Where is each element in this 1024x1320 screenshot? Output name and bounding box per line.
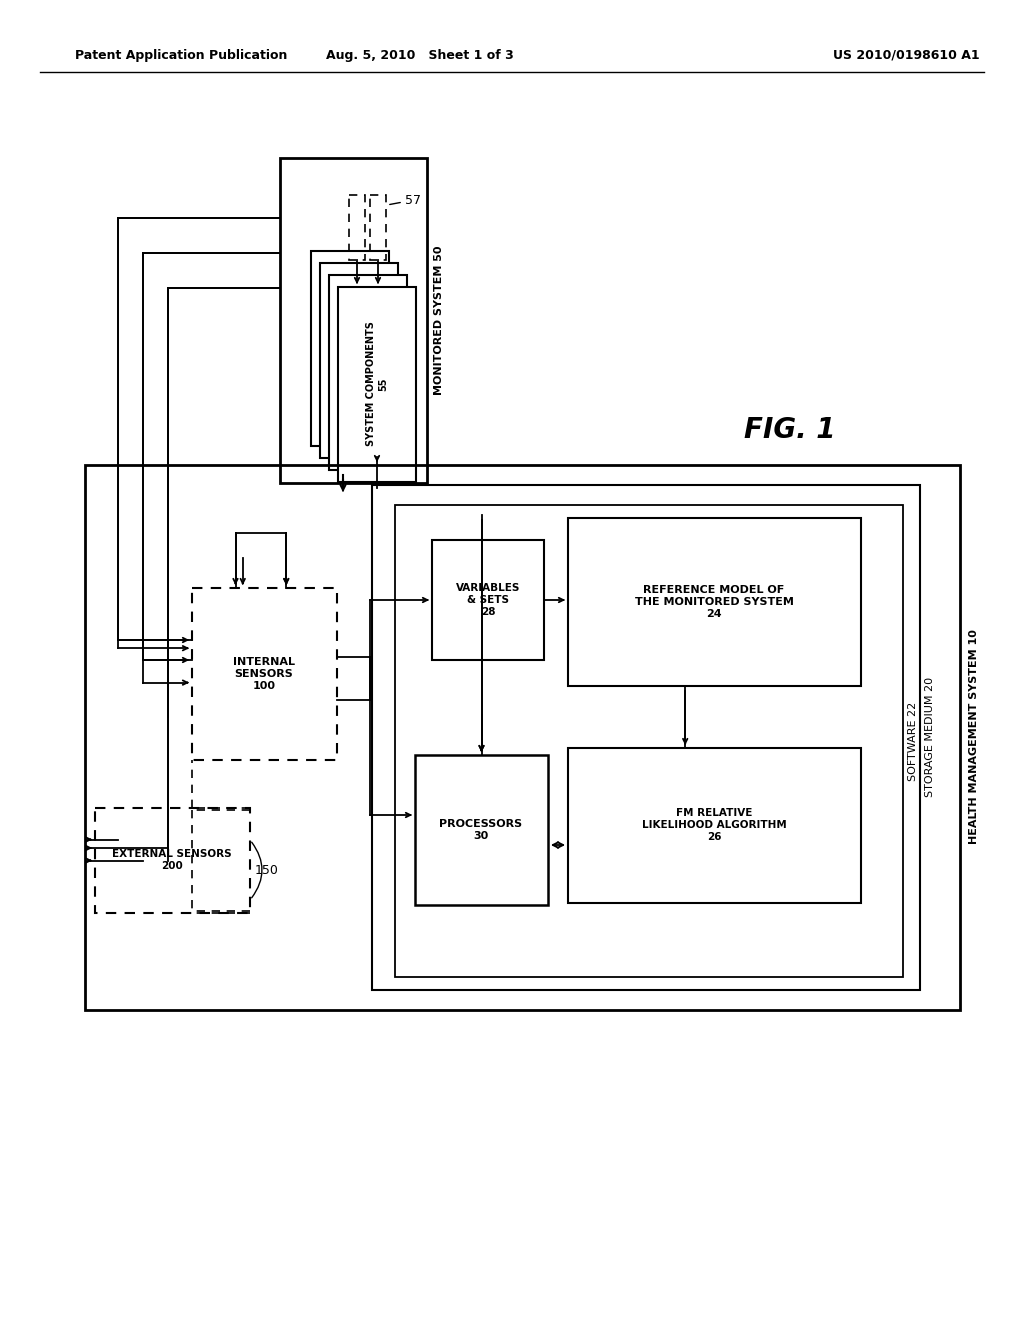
- Bar: [193, 587, 337, 760]
- Bar: [372, 484, 920, 990]
- Text: SOFTWARE 22: SOFTWARE 22: [908, 701, 918, 780]
- Text: PROCESSORS
30: PROCESSORS 30: [439, 820, 522, 841]
- Bar: [338, 286, 416, 482]
- Bar: [568, 748, 861, 903]
- Bar: [329, 275, 407, 470]
- Text: 57: 57: [406, 194, 421, 206]
- Text: INTERNAL
SENSORS
100: INTERNAL SENSORS 100: [233, 657, 295, 690]
- Text: MONITORED SYSTEM 50: MONITORED SYSTEM 50: [434, 246, 444, 395]
- Text: US 2010/0198610 A1: US 2010/0198610 A1: [834, 49, 980, 62]
- Text: 150: 150: [255, 863, 279, 876]
- Bar: [85, 465, 961, 1010]
- Text: FM RELATIVE
LIKELIHOOD ALGORITHM
26: FM RELATIVE LIKELIHOOD ALGORITHM 26: [642, 808, 786, 842]
- Text: VARIABLES
& SETS
28: VARIABLES & SETS 28: [456, 583, 520, 616]
- Text: EXTERNAL SENSORS
200: EXTERNAL SENSORS 200: [113, 849, 231, 871]
- Bar: [319, 263, 398, 458]
- Bar: [415, 755, 548, 906]
- Text: HEALTH MANAGEMENT SYSTEM 10: HEALTH MANAGEMENT SYSTEM 10: [969, 630, 979, 845]
- Bar: [395, 506, 903, 977]
- Bar: [280, 158, 427, 483]
- Bar: [349, 195, 365, 260]
- Text: STORAGE MEDIUM 20: STORAGE MEDIUM 20: [925, 677, 935, 797]
- Text: REFERENCE MODEL OF
THE MONITORED SYSTEM
24: REFERENCE MODEL OF THE MONITORED SYSTEM …: [635, 585, 794, 619]
- Text: SYSTEM COMPONENTS
55: SYSTEM COMPONENTS 55: [367, 322, 388, 446]
- Text: Aug. 5, 2010   Sheet 1 of 3: Aug. 5, 2010 Sheet 1 of 3: [326, 49, 514, 62]
- Bar: [432, 540, 544, 660]
- Bar: [568, 517, 861, 686]
- Bar: [311, 251, 389, 446]
- Bar: [95, 808, 250, 913]
- Text: Patent Application Publication: Patent Application Publication: [75, 49, 288, 62]
- Text: FIG. 1: FIG. 1: [744, 416, 836, 444]
- Bar: [370, 195, 386, 260]
